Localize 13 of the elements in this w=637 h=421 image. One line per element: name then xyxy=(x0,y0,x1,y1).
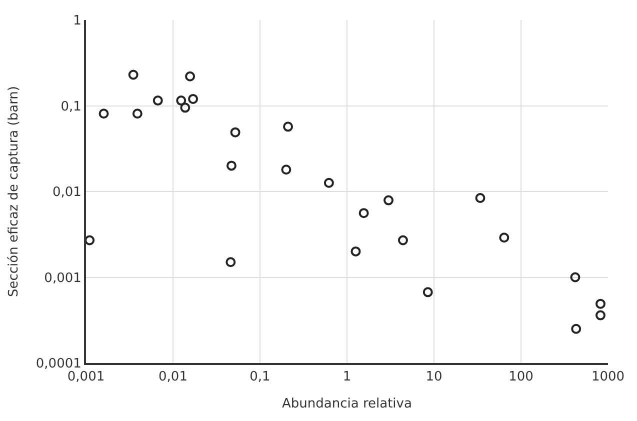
y-tick-label: 0,1 xyxy=(60,99,82,114)
x-tick-label: 1000 xyxy=(591,370,625,385)
x-axis-title: Abundancia relativa xyxy=(282,396,412,412)
y-tick-label: 0,01 xyxy=(52,185,82,200)
y-axis-title: Sección eficaz de captura (barn) xyxy=(6,86,22,297)
y-tick-label: 1 xyxy=(73,14,82,29)
x-tick-label: 0,01 xyxy=(158,370,188,385)
x-tick-label: 10 xyxy=(426,370,442,385)
x-tick-label: 0,1 xyxy=(250,370,270,385)
x-tick-label: 100 xyxy=(508,370,534,385)
x-tick-label: 1 xyxy=(342,370,352,385)
y-tick-label: 0,0001 xyxy=(36,356,82,372)
y-tick-label: 0,001 xyxy=(44,270,82,286)
